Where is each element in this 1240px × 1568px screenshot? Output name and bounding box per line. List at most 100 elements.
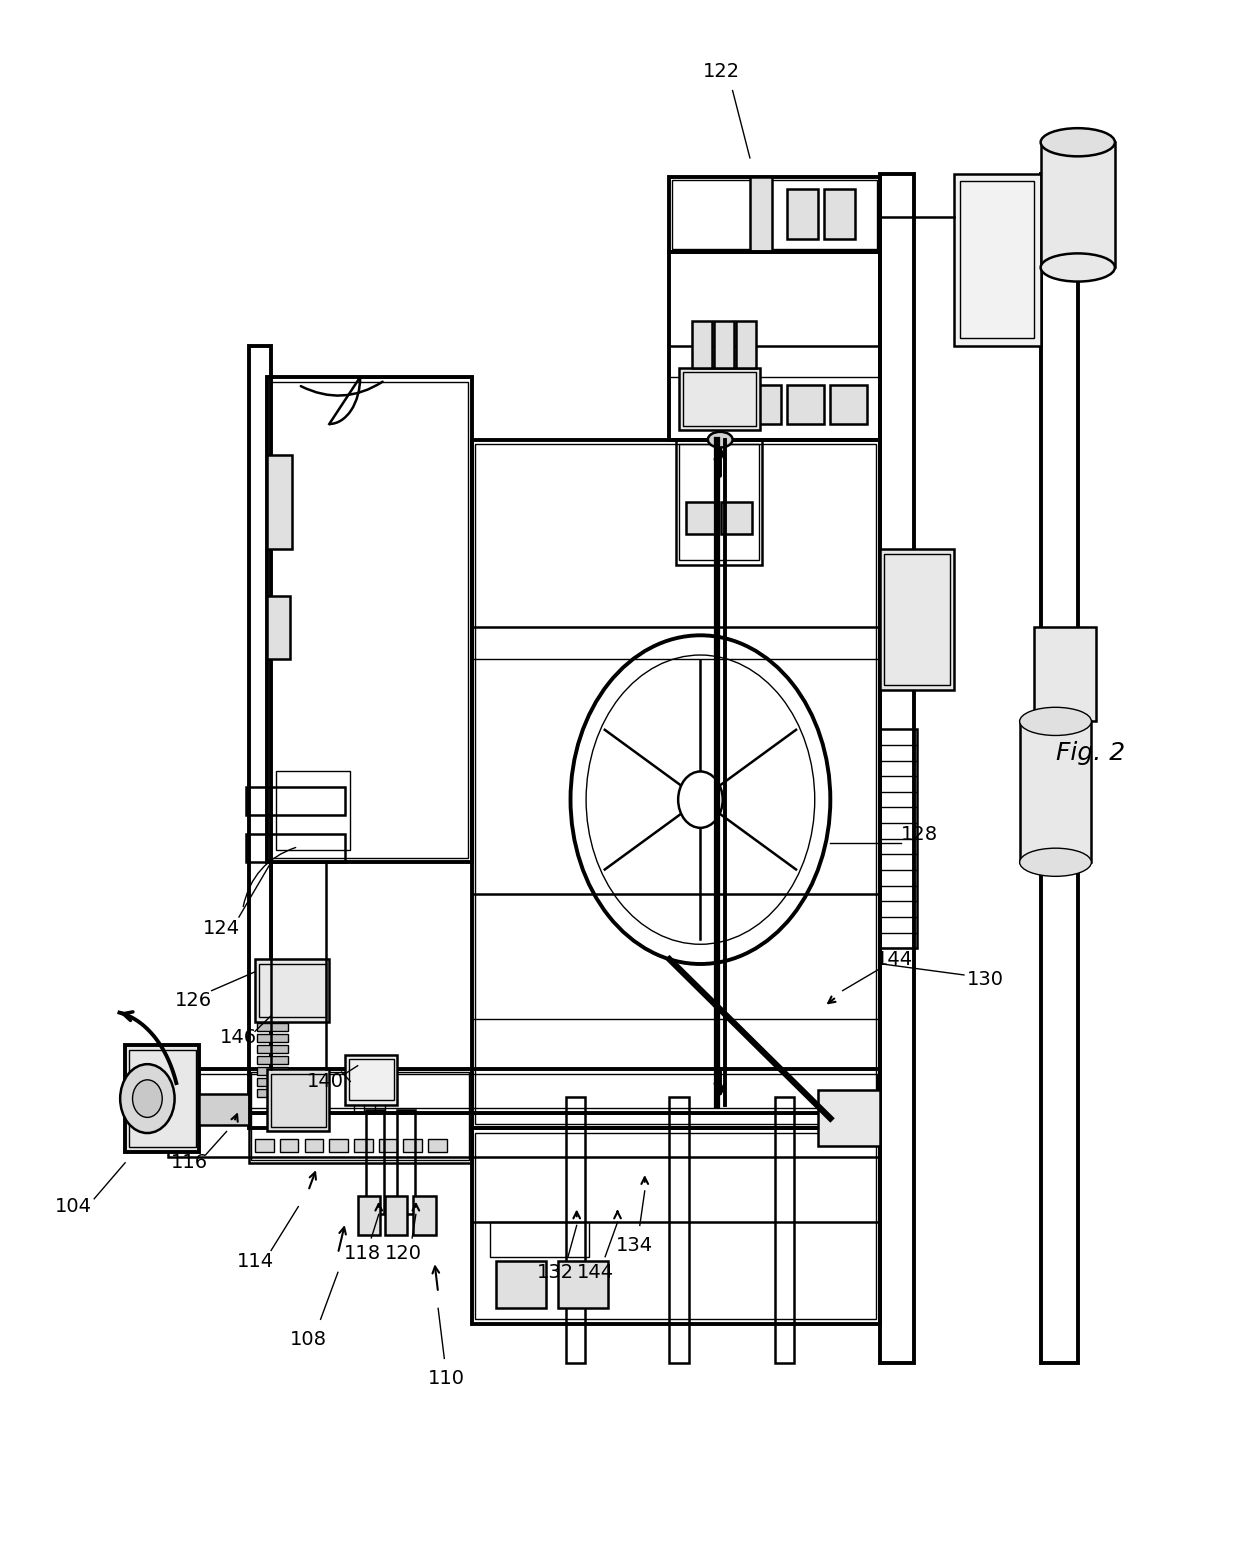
- Bar: [268, 596, 290, 659]
- Bar: [1034, 627, 1096, 721]
- Bar: [277, 771, 350, 850]
- Bar: [413, 1196, 435, 1234]
- Bar: [169, 1069, 880, 1113]
- Ellipse shape: [1019, 848, 1091, 877]
- Bar: [787, 384, 825, 423]
- Bar: [258, 1002, 289, 1010]
- Text: 114: 114: [237, 1251, 274, 1272]
- Bar: [428, 1140, 446, 1152]
- Bar: [403, 1140, 422, 1152]
- Bar: [268, 376, 471, 862]
- Bar: [954, 174, 1040, 345]
- Text: 132: 132: [537, 1262, 574, 1283]
- Bar: [683, 372, 756, 425]
- Text: 128: 128: [900, 825, 937, 844]
- Bar: [672, 180, 878, 249]
- Bar: [475, 1134, 877, 1319]
- Bar: [880, 174, 914, 1363]
- Text: 126: 126: [175, 991, 212, 1010]
- Bar: [258, 1068, 289, 1076]
- Text: 124: 124: [203, 919, 241, 938]
- Bar: [255, 960, 330, 1022]
- Bar: [825, 190, 856, 240]
- Bar: [670, 177, 880, 252]
- Bar: [348, 1060, 393, 1101]
- Circle shape: [133, 1080, 162, 1118]
- Text: 144: 144: [577, 1262, 614, 1283]
- Bar: [471, 1129, 880, 1323]
- Text: 146: 146: [221, 1029, 258, 1047]
- Bar: [255, 1140, 274, 1152]
- Bar: [366, 1110, 383, 1215]
- Bar: [680, 367, 760, 430]
- Bar: [558, 1261, 608, 1308]
- Bar: [884, 554, 950, 685]
- Ellipse shape: [1019, 707, 1091, 735]
- Bar: [744, 384, 781, 423]
- Polygon shape: [818, 1090, 880, 1146]
- Bar: [280, 1140, 299, 1152]
- Bar: [490, 1223, 589, 1256]
- Bar: [670, 1098, 689, 1363]
- Bar: [249, 1069, 471, 1163]
- Bar: [353, 1140, 372, 1152]
- Bar: [129, 1051, 196, 1148]
- Bar: [169, 1113, 880, 1157]
- Bar: [880, 729, 916, 949]
- Bar: [357, 1196, 379, 1234]
- Bar: [737, 321, 756, 367]
- Bar: [1019, 721, 1091, 862]
- Text: 108: 108: [290, 1330, 326, 1348]
- Text: 110: 110: [428, 1369, 465, 1388]
- Bar: [831, 384, 868, 423]
- Bar: [258, 1046, 289, 1054]
- Bar: [680, 444, 759, 560]
- Bar: [305, 1140, 324, 1152]
- Text: Fig. 2: Fig. 2: [1055, 740, 1125, 765]
- Bar: [258, 1090, 289, 1098]
- Bar: [258, 1057, 289, 1065]
- Text: 144: 144: [877, 950, 913, 969]
- Bar: [565, 1098, 585, 1363]
- Bar: [272, 1074, 326, 1127]
- Text: 140: 140: [308, 1073, 343, 1091]
- Bar: [268, 455, 293, 549]
- Text: 134: 134: [616, 1236, 653, 1256]
- Text: 120: 120: [384, 1243, 422, 1264]
- Bar: [258, 991, 289, 999]
- Ellipse shape: [708, 431, 733, 447]
- Bar: [496, 1261, 546, 1308]
- Text: 104: 104: [55, 1196, 92, 1217]
- Bar: [676, 439, 763, 564]
- Bar: [722, 502, 753, 533]
- Bar: [200, 1094, 249, 1126]
- Bar: [378, 1140, 397, 1152]
- Bar: [775, 1098, 795, 1363]
- Bar: [258, 1079, 289, 1087]
- Text: 122: 122: [703, 63, 740, 82]
- Bar: [272, 381, 467, 858]
- Bar: [397, 1110, 414, 1215]
- Text: 118: 118: [343, 1243, 381, 1264]
- Bar: [880, 549, 954, 690]
- Bar: [960, 182, 1034, 339]
- Bar: [247, 787, 345, 815]
- Bar: [252, 1073, 469, 1160]
- Bar: [787, 190, 818, 240]
- Bar: [345, 1055, 397, 1105]
- Bar: [475, 444, 877, 1124]
- Bar: [171, 1074, 878, 1109]
- Circle shape: [678, 771, 723, 828]
- Bar: [384, 1196, 407, 1234]
- Circle shape: [120, 1065, 175, 1134]
- Bar: [125, 1046, 200, 1152]
- Bar: [686, 502, 717, 533]
- Text: 130: 130: [966, 971, 1003, 989]
- Text: 116: 116: [171, 1154, 208, 1173]
- Bar: [258, 1013, 289, 1021]
- Bar: [471, 439, 880, 1129]
- Bar: [258, 1024, 289, 1032]
- Bar: [1040, 143, 1115, 268]
- Bar: [692, 321, 712, 367]
- Bar: [259, 964, 326, 1018]
